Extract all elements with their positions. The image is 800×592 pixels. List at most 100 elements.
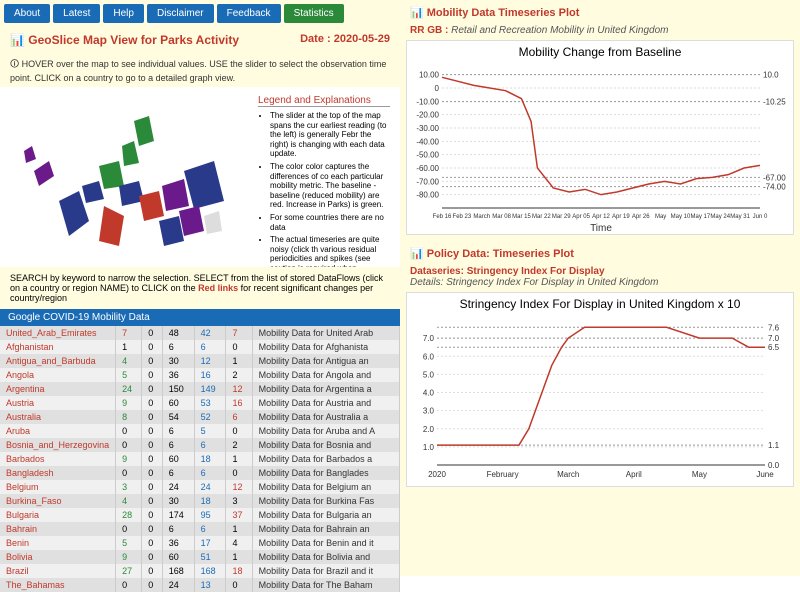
country-link[interactable]: Bahrain — [6, 524, 37, 534]
svg-text:Feb 16: Feb 16 — [433, 214, 452, 220]
country-link[interactable]: Bosnia_and_Herzegovina — [6, 440, 109, 450]
svg-text:February: February — [487, 470, 519, 479]
map-date: Date : 2020-05-29 — [300, 33, 390, 47]
legend-item: The color color captures the differences… — [270, 162, 390, 210]
svg-text:6.5: 6.5 — [768, 343, 780, 352]
table-row[interactable]: The_Bahamas0024130Mobility Data for The … — [0, 578, 400, 592]
legend-item: For some countries there are no data — [270, 213, 390, 232]
nav-about[interactable]: About — [4, 4, 50, 23]
svg-text:May: May — [692, 470, 707, 479]
table-row[interactable]: Burkina_Faso4030183Mobility Data for Bur… — [0, 494, 400, 508]
table-row[interactable]: Benin5036174Mobility Data for Benin and … — [0, 536, 400, 550]
svg-text:Apr 05: Apr 05 — [572, 214, 590, 220]
chart1-box[interactable]: Mobility Change from Baseline 10.000-10.… — [406, 40, 794, 235]
svg-text:-10.00: -10.00 — [416, 97, 439, 106]
country-link[interactable]: Afghanistan — [6, 342, 54, 352]
svg-text:3.0: 3.0 — [423, 407, 435, 416]
svg-text:Mar 29: Mar 29 — [552, 214, 571, 220]
svg-text:Mar 22: Mar 22 — [532, 214, 551, 220]
country-link[interactable]: Australia — [6, 412, 41, 422]
table-row[interactable]: Argentina24015014912Mobility Data for Ar… — [0, 382, 400, 396]
table-row[interactable]: United_Arab_Emirates7048427Mobility Data… — [0, 326, 400, 340]
svg-text:May 24: May 24 — [710, 214, 730, 220]
map-title: GeoSlice Map View for Parks Activity — [10, 33, 239, 47]
chart1-sub: RR GB : Retail and Recreation Mobility i… — [400, 25, 800, 40]
nav-latest[interactable]: Latest — [53, 4, 100, 23]
table-row[interactable]: Bahrain00661Mobility Data for Bahrain an — [0, 522, 400, 536]
nav-statistics[interactable]: Statistics — [284, 4, 344, 23]
svg-text:Apr 26: Apr 26 — [632, 214, 650, 220]
table-row[interactable]: Angola5036162Mobility Data for Angola an… — [0, 368, 400, 382]
country-link[interactable]: Angola — [6, 370, 34, 380]
svg-text:-30.00: -30.00 — [416, 124, 439, 133]
country-link[interactable]: Bolivia — [6, 552, 33, 562]
country-link[interactable]: Brazil — [6, 566, 29, 576]
nav-disclaimer[interactable]: Disclaimer — [147, 4, 214, 23]
svg-text:May 17: May 17 — [691, 214, 711, 220]
country-link[interactable]: United_Arab_Emirates — [6, 328, 97, 338]
svg-text:April: April — [626, 470, 642, 479]
svg-text:Apr 12: Apr 12 — [592, 214, 610, 220]
country-link[interactable]: Barbados — [6, 454, 45, 464]
svg-text:Time: Time — [590, 223, 612, 233]
country-link[interactable]: Burkina_Faso — [6, 496, 62, 506]
svg-text:-20.00: -20.00 — [416, 111, 439, 120]
chart2-svg: 7.06.05.04.03.02.01.07.67.06.51.10.02020… — [407, 315, 795, 485]
search-hint: SEARCH by keyword to narrow the selectio… — [0, 267, 400, 309]
svg-text:-70.00: -70.00 — [416, 177, 439, 186]
svg-text:March: March — [557, 470, 579, 479]
table-row[interactable]: Antigua_and_Barbuda4030121Mobility Data … — [0, 354, 400, 368]
chart2-title: Stringency Index For Display in United K… — [407, 293, 793, 315]
svg-text:-60.00: -60.00 — [416, 164, 439, 173]
svg-text:5.0: 5.0 — [423, 370, 435, 379]
country-link[interactable]: Aruba — [6, 426, 30, 436]
table-row[interactable]: Bolivia9060511Mobility Data for Bolivia … — [0, 550, 400, 564]
map-hover-hint: 🛈 HOVER over the map to see individual v… — [0, 53, 400, 87]
svg-text:1.0: 1.0 — [423, 443, 435, 452]
country-link[interactable]: Benin — [6, 538, 29, 548]
table-row[interactable]: Bulgaria2801749537Mobility Data for Bulg… — [0, 508, 400, 522]
table-row[interactable]: Bosnia_and_Herzegovina00662Mobility Data… — [0, 438, 400, 452]
legend-title: Legend and Explanations — [258, 95, 390, 107]
svg-text:Mar 08: Mar 08 — [492, 214, 511, 220]
svg-text:1.1: 1.1 — [768, 441, 780, 450]
svg-text:-40.00: -40.00 — [416, 137, 439, 146]
country-link[interactable]: Argentina — [6, 384, 45, 394]
svg-text:0: 0 — [435, 84, 440, 93]
svg-text:May: May — [655, 214, 666, 220]
country-link[interactable]: Bangladesh — [6, 468, 54, 478]
chart1-header: Mobility Data Timeseries Plot — [400, 0, 800, 25]
chart2-box[interactable]: Stringency Index For Display in United K… — [406, 292, 794, 487]
svg-text:Mar 15: Mar 15 — [512, 214, 531, 220]
table-title: Google COVID-19 Mobility Data — [0, 309, 400, 326]
svg-text:7.0: 7.0 — [768, 334, 780, 343]
europe-map[interactable] — [4, 91, 254, 261]
svg-text:0.0: 0.0 — [768, 461, 780, 470]
country-link[interactable]: Bulgaria — [6, 510, 39, 520]
svg-text:-67.00: -67.00 — [763, 173, 786, 182]
svg-text:4.0: 4.0 — [423, 389, 435, 398]
country-link[interactable]: Belgium — [6, 482, 39, 492]
nav-feedback[interactable]: Feedback — [217, 4, 281, 23]
svg-text:6.0: 6.0 — [423, 352, 435, 361]
legend-box: Legend and Explanations The slider at th… — [254, 91, 394, 263]
svg-text:10.0: 10.0 — [763, 71, 779, 80]
svg-text:-74.00: -74.00 — [763, 183, 786, 192]
svg-text:2020: 2020 — [428, 470, 446, 479]
table-row[interactable]: Belgium30242412Mobility Data for Belgium… — [0, 480, 400, 494]
svg-text:Jun 0: Jun 0 — [753, 214, 768, 220]
svg-text:2.0: 2.0 — [423, 425, 435, 434]
table-row[interactable]: Aruba00650Mobility Data for Aruba and A — [0, 424, 400, 438]
nav-bar: AboutLatestHelpDisclaimerFeedbackStatist… — [0, 0, 400, 27]
country-link[interactable]: Austria — [6, 398, 34, 408]
table-row[interactable]: Bangladesh00660Mobility Data for Banglad… — [0, 466, 400, 480]
table-row[interactable]: Australia8054526Mobility Data for Austra… — [0, 410, 400, 424]
country-link[interactable]: The_Bahamas — [6, 580, 65, 590]
table-row[interactable]: Barbados9060181Mobility Data for Barbado… — [0, 452, 400, 466]
table-row[interactable]: Afghanistan10660Mobility Data for Afghan… — [0, 340, 400, 354]
country-link[interactable]: Antigua_and_Barbuda — [6, 356, 96, 366]
nav-help[interactable]: Help — [103, 4, 144, 23]
legend-item: The slider at the top of the map spans t… — [270, 111, 390, 159]
table-row[interactable]: Austria90605316Mobility Data for Austria… — [0, 396, 400, 410]
chart1-title: Mobility Change from Baseline — [407, 41, 793, 63]
